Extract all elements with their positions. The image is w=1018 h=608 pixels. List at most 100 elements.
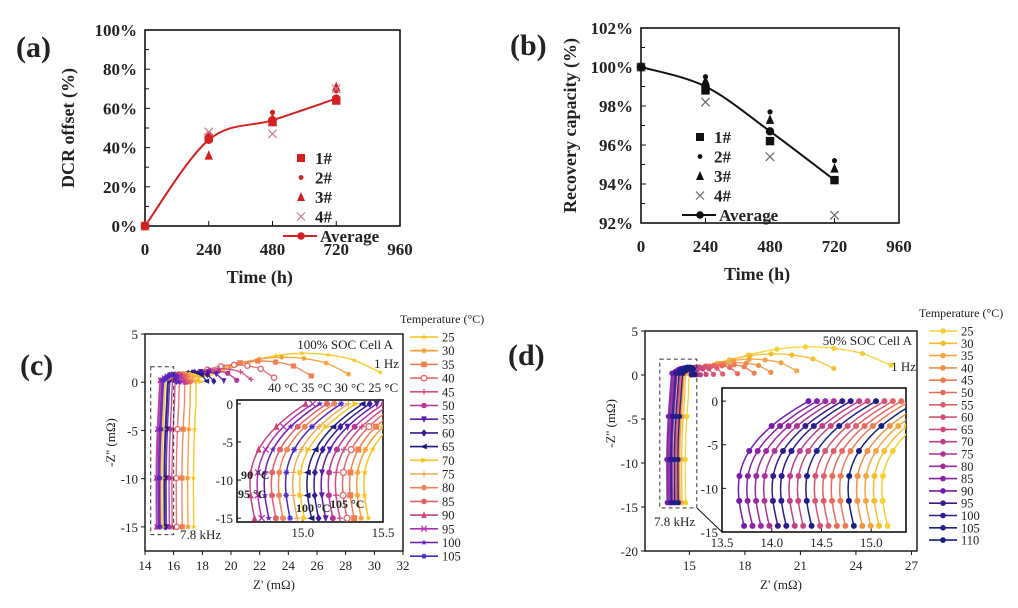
inset-marker-100 [316, 400, 324, 407]
inset-marker-45 [869, 423, 876, 430]
curve-marker-35 [762, 357, 768, 363]
inset-curve-95 [771, 400, 843, 527]
legend-label: 35 [961, 349, 974, 363]
inset-curve-25 [363, 433, 383, 519]
legend-marker [940, 500, 946, 507]
legend-label: 90 [442, 509, 455, 523]
legend-label: 45 [442, 385, 455, 399]
curve-marker-105 [158, 426, 164, 432]
legend-label: 65 [961, 423, 974, 437]
inset-x-tick-label: 15.5 [372, 525, 395, 540]
inset-curve-70 [299, 403, 356, 519]
inset-marker-25 [884, 522, 891, 529]
inset-marker-45 [333, 469, 340, 476]
curve-marker-40 [270, 374, 278, 381]
curve-marker-35 [273, 359, 279, 365]
curve-marker-30 [185, 475, 191, 481]
inset-marker-25 [369, 446, 376, 453]
y-tick-label: -10 [621, 456, 638, 471]
legend-label: 45 [961, 374, 974, 388]
legend-marker [940, 414, 946, 420]
y-tick-label: 100% [591, 58, 634, 77]
inset-marker-105 [836, 423, 843, 430]
inset-marker-80 [757, 522, 764, 529]
data-point-4 [267, 129, 278, 139]
x-tick-label: 0 [141, 240, 150, 259]
x-axis-label: Z' (mΩ) [760, 577, 802, 592]
curve-marker-25 [190, 523, 197, 530]
inset-marker-60 [315, 514, 322, 522]
legend-marker [420, 374, 428, 382]
legend-label: 2# [714, 148, 732, 167]
inset-marker-65 [311, 446, 319, 453]
inset-marker-90 [247, 491, 254, 499]
inset-marker-60 [337, 422, 344, 431]
curve-marker-65 [703, 371, 709, 378]
curve-marker-105 [172, 373, 178, 379]
legend: Temperature (°C) 253035404550556065707580… [919, 306, 1003, 548]
inset-marker-85 [744, 497, 751, 504]
inset-curve-25 [881, 433, 906, 527]
inset-curve-90 [737, 400, 809, 527]
inset-marker-95 [254, 491, 262, 499]
legend-label: 1# [714, 128, 732, 147]
curve-marker-45 [227, 366, 233, 372]
legend-marker [696, 133, 704, 141]
legend-marker [940, 402, 946, 408]
freq-label-1hz: 1 Hz [374, 356, 399, 371]
inset-label-90c: 90 °C [241, 468, 269, 482]
inset-marker-75 [761, 472, 768, 479]
temperature-labels: 40 °C 35 °C 30 °C 25 °C [268, 380, 398, 395]
inset-marker-85 [276, 446, 283, 453]
inset-marker-85 [268, 492, 275, 499]
curve-marker-65 [197, 372, 204, 378]
curve-marker-105 [157, 475, 163, 481]
curve-marker-70 [198, 378, 205, 385]
inset-marker-55 [344, 423, 351, 431]
legend-label: 30 [442, 344, 455, 358]
legend-label: 85 [961, 472, 974, 486]
inset-marker-60 [366, 400, 373, 408]
curve-marker-50 [234, 377, 240, 383]
curve-marker-55 [206, 369, 212, 376]
curve-marker-105 [671, 456, 677, 463]
inset-marker-80 [279, 515, 286, 522]
inset-curve-55 [822, 400, 894, 527]
inset-marker-45 [837, 472, 844, 479]
inset-marker-65 [795, 472, 802, 479]
inset-marker-105 [873, 398, 880, 405]
legend-label: 100 [442, 536, 461, 550]
inset-marker-50 [833, 522, 840, 529]
legend-label: 95 [442, 522, 455, 536]
legend-marker [420, 333, 428, 340]
inset-marker-40 [924, 398, 930, 404]
inset-marker-65 [800, 522, 807, 529]
inset-marker-85 [323, 400, 330, 407]
inset-marker-35 [863, 472, 870, 479]
curve-marker-25 [682, 456, 688, 463]
inset-curve-30 [872, 425, 906, 527]
legend-marker [697, 154, 703, 159]
inset-curve-75 [762, 400, 835, 527]
x-tick-label: 21 [794, 558, 807, 573]
inset-marker-80 [785, 423, 792, 430]
curve-marker-105 [673, 413, 679, 419]
inset-marker-100 [261, 468, 269, 476]
inset-marker-25 [879, 497, 886, 504]
x-tick-label: 15 [683, 558, 696, 573]
inset-x-tick-label: 15.0 [291, 525, 314, 540]
inset-marker-70 [301, 515, 309, 522]
inset-marker-100 [287, 423, 294, 430]
y-tick-label: 0 [132, 375, 139, 390]
legend-label: 60 [961, 411, 974, 425]
curve-marker-55 [714, 365, 720, 371]
inset-marker-40 [347, 445, 355, 454]
x-tick-label: 0 [637, 237, 646, 256]
curve-marker-50 [734, 371, 741, 377]
legend-marker [940, 389, 946, 396]
inset-marker-100 [788, 448, 795, 455]
inset-marker-45 [336, 515, 343, 522]
inset-marker-85 [294, 423, 301, 430]
legend-marker [940, 438, 946, 445]
inset-marker-25 [949, 398, 955, 404]
